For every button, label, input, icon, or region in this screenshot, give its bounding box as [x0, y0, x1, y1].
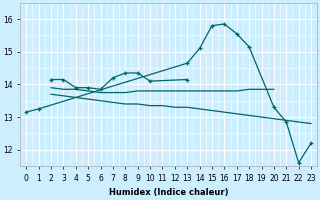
X-axis label: Humidex (Indice chaleur): Humidex (Indice chaleur): [109, 188, 228, 197]
